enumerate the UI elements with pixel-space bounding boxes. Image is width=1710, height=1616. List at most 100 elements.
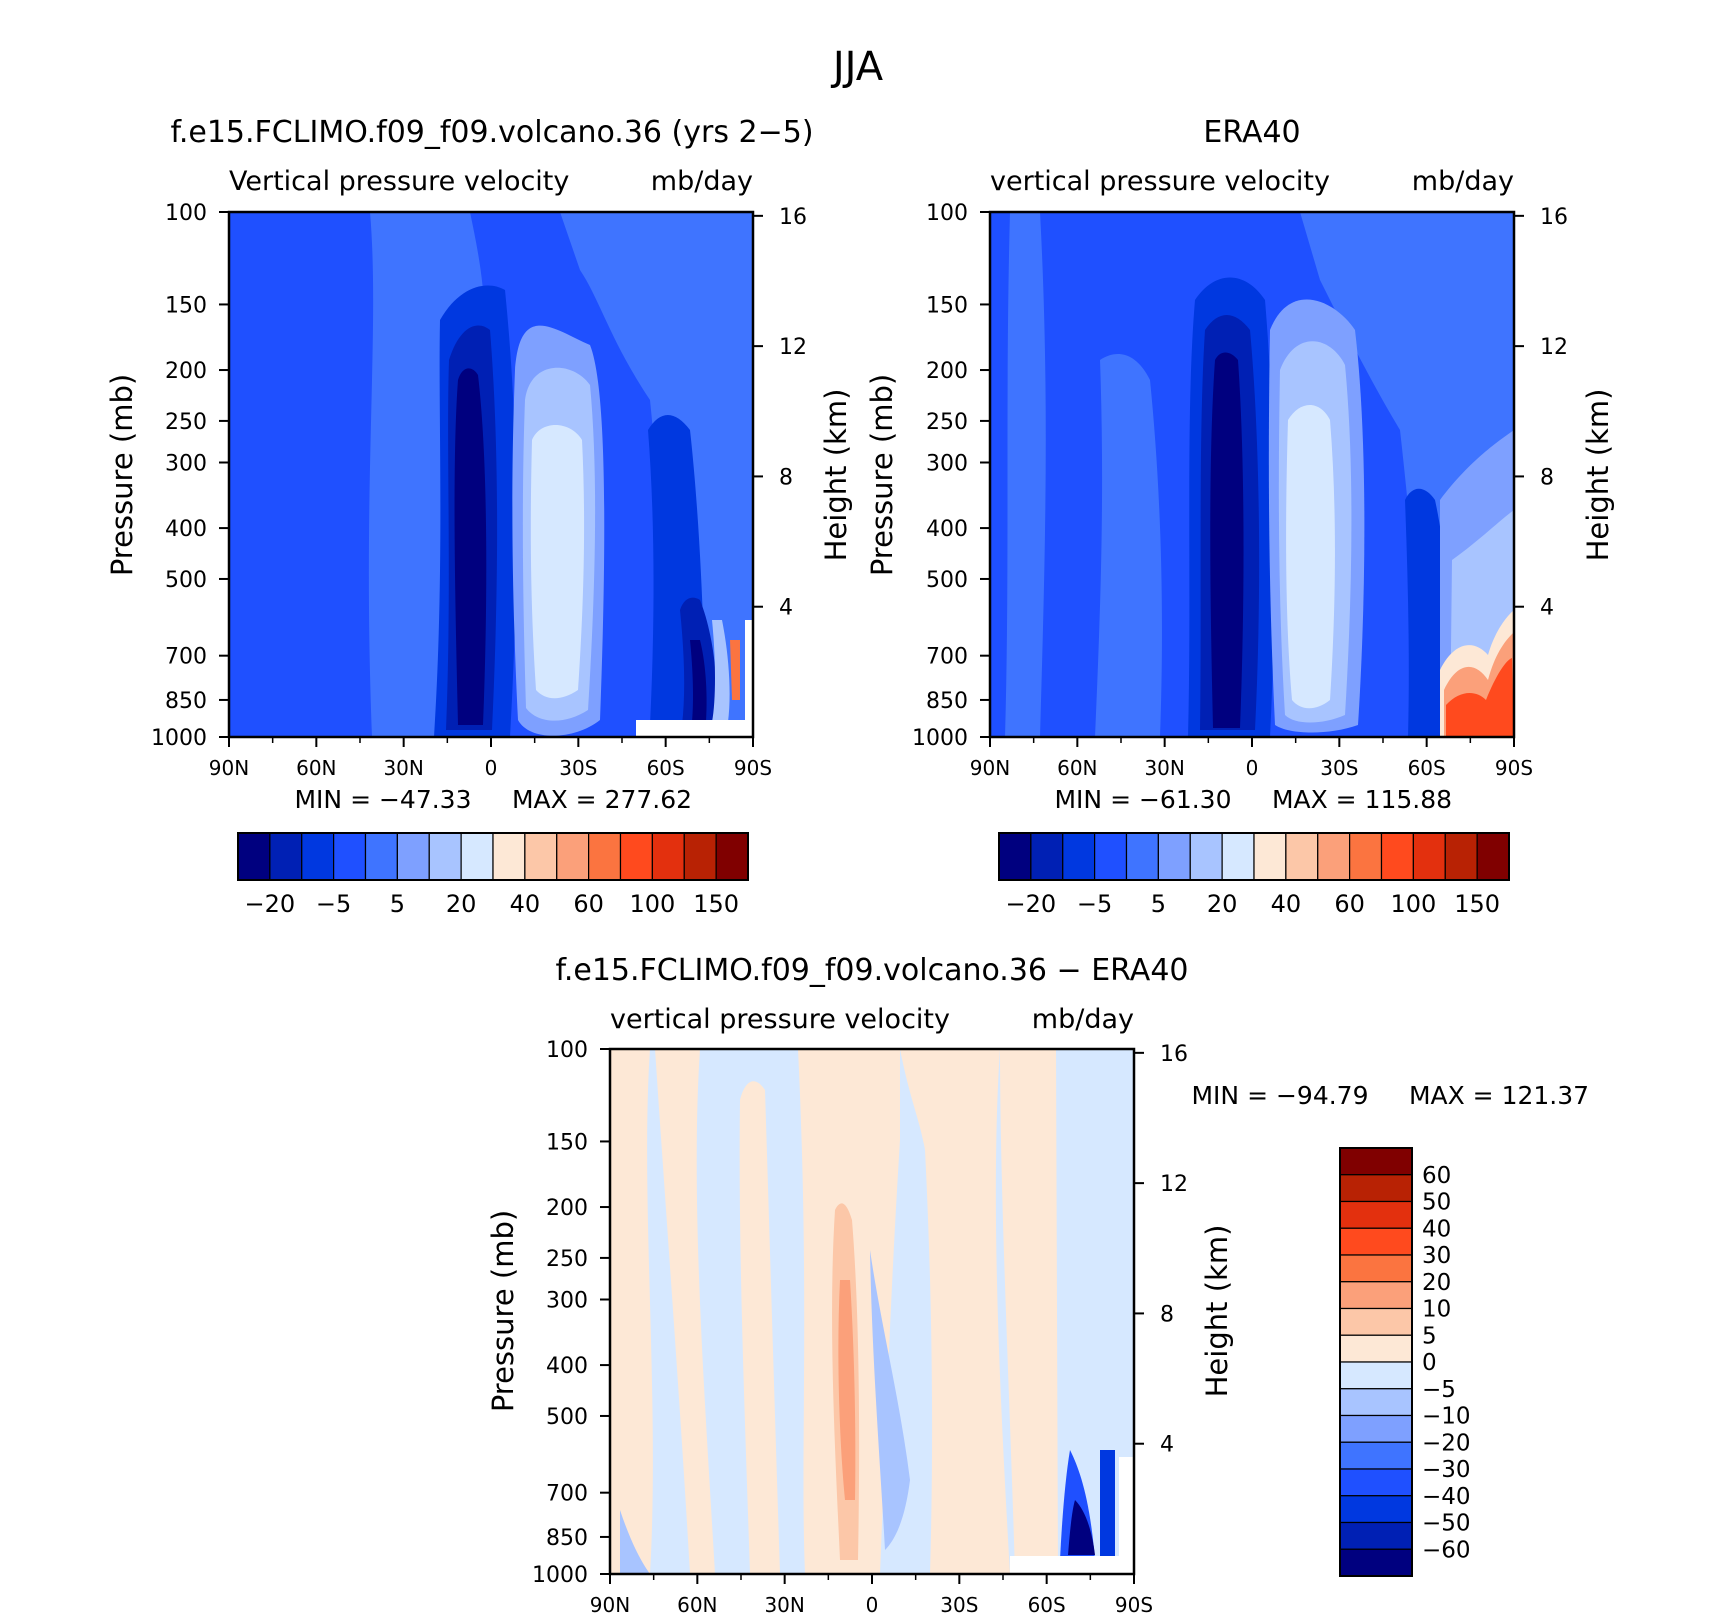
panel-model-subtitle-left: Vertical pressure velocity <box>229 166 569 197</box>
colorbar-swatch <box>1339 1548 1413 1577</box>
panel-difference-subtitle-right: mb/day <box>1032 1004 1134 1035</box>
panel-model-min: MIN = −47.33 <box>294 785 471 814</box>
colorbar-label: −20 <box>1422 1430 1471 1456</box>
x-tick-label: 60S <box>1408 756 1446 780</box>
colorbar-swatch <box>619 832 653 881</box>
x-tick-label: 30N <box>383 756 423 780</box>
panel-difference-y-axis: 100 150 200 250 300 400 500 700 850 1000 <box>532 1038 610 1588</box>
field-band <box>1005 212 1046 737</box>
y-tick-label: 100 <box>165 201 207 226</box>
colorbar-label: 0 <box>1422 1350 1437 1376</box>
y-tick-label: 850 <box>165 689 207 714</box>
colorbar-swatch <box>1476 832 1510 881</box>
colorbar-swatch <box>301 832 335 881</box>
colorbar-label: 5 <box>390 890 405 918</box>
y-tick-label: 500 <box>546 1405 588 1430</box>
x-tick-label: 60S <box>647 756 685 780</box>
y2-tick-label: 12 <box>1160 1172 1188 1197</box>
colorbar-swatch <box>1339 1334 1413 1363</box>
panel-era40-x-axis: 90N 60N 30N 0 30S 60S 90S <box>970 737 1533 780</box>
y-tick-label: 700 <box>546 1482 588 1507</box>
colorbar-swatch <box>1349 832 1383 881</box>
y-tick-label: 250 <box>926 410 968 435</box>
colorbar-swatch <box>1339 1521 1413 1550</box>
colorbar-swatch <box>396 832 430 881</box>
panel-era40-colorbar: −20 −5 5 20 40 60 100 150 <box>998 832 1510 918</box>
y-tick-label: 400 <box>546 1354 588 1379</box>
colorbar-label: 100 <box>629 890 675 918</box>
y2-tick-label: 4 <box>1160 1433 1174 1458</box>
panel-model-colorbar: −20 −5 5 20 40 60 100 150 <box>237 832 749 918</box>
colorbar-swatch <box>1221 832 1255 881</box>
x-tick-label: 60N <box>677 1593 717 1616</box>
panel-model-max: MAX = 277.62 <box>512 785 692 814</box>
field-band <box>1068 1500 1095 1555</box>
colorbar-swatch <box>1125 832 1159 881</box>
x-tick-label: 90S <box>1495 756 1533 780</box>
colorbar-swatch <box>1339 1200 1413 1229</box>
colorbar-swatch <box>651 832 685 881</box>
colorbar-swatch <box>1253 832 1287 881</box>
panel-difference-x-axis: 90N 60N 30N 0 30S 60S 90S <box>590 1574 1153 1616</box>
y2-tick-label: 8 <box>1540 465 1554 490</box>
field-band <box>1000 1049 1058 1574</box>
y-tick-label: 850 <box>546 1526 588 1551</box>
x-tick-label: 30N <box>1144 756 1184 780</box>
field-missing <box>745 620 753 737</box>
y-tick-label: 300 <box>926 451 968 476</box>
panel-model-x-axis: 90N 60N 30N 0 30S 60S 90S <box>209 737 772 780</box>
x-tick-label: 90S <box>734 756 772 780</box>
y-tick-label: 500 <box>165 568 207 593</box>
x-tick-label: 30S <box>1320 756 1358 780</box>
x-tick-label: 60N <box>1057 756 1097 780</box>
x-tick-label: 0 <box>485 756 498 780</box>
colorbar-swatch <box>428 832 462 881</box>
colorbar-frame <box>237 832 749 881</box>
colorbar-swatch <box>492 832 526 881</box>
panel-model-y-axis: 100 150 200 250 300 400 500 700 850 1000 <box>151 201 229 751</box>
colorbar-swatch <box>237 832 271 881</box>
x-tick-label: 0 <box>866 1593 879 1616</box>
colorbar-swatch <box>1339 1361 1413 1390</box>
colorbar-swatch <box>1339 1495 1413 1524</box>
y-tick-label: 150 <box>546 1130 588 1155</box>
y-tick-label: 300 <box>165 451 207 476</box>
panel-model-ylabel: Pressure (mb) <box>105 374 139 576</box>
colorbar-swatch <box>364 832 398 881</box>
y-tick-label: 1000 <box>151 726 207 751</box>
colorbar-swatch <box>269 832 303 881</box>
panel-difference-subtitle-left: vertical pressure velocity <box>610 1004 950 1035</box>
colorbar-label: 20 <box>1207 890 1238 918</box>
y-tick-label: 150 <box>165 293 207 318</box>
y-tick-label: 250 <box>165 410 207 435</box>
colorbar-label: 150 <box>1454 890 1500 918</box>
colorbar-swatch <box>556 832 590 881</box>
colorbar-label: −40 <box>1422 1484 1471 1510</box>
colorbar-label: −5 <box>316 890 351 918</box>
panel-era40-max: MAX = 115.88 <box>1272 785 1452 814</box>
field-band <box>655 1049 715 1574</box>
field-band <box>739 1081 780 1574</box>
y2-tick-label: 16 <box>1540 205 1568 230</box>
x-tick-label: 60N <box>296 756 336 780</box>
colorbar-swatch <box>1339 1468 1413 1497</box>
x-tick-label: 90N <box>590 1593 630 1616</box>
field-band <box>730 640 740 700</box>
field-band <box>838 1280 856 1500</box>
colorbar-swatch <box>1062 832 1096 881</box>
y-tick-label: 400 <box>165 517 207 542</box>
x-tick-label: 60S <box>1028 1593 1066 1616</box>
y2-tick-label: 12 <box>779 335 807 360</box>
y2-tick-label: 16 <box>1160 1042 1188 1067</box>
field-band <box>900 1049 1010 1574</box>
colorbar-swatch <box>1380 832 1414 881</box>
y-tick-label: 300 <box>546 1288 588 1313</box>
panel-model-ylabel-right: Height (km) <box>819 389 853 562</box>
panel-era40-field <box>990 212 1514 737</box>
y-tick-label: 250 <box>546 1247 588 1272</box>
panel-era40-ylabel-right: Height (km) <box>1581 389 1615 562</box>
panel-difference-max: MAX = 121.37 <box>1409 1081 1589 1110</box>
y2-tick-label: 8 <box>779 465 793 490</box>
y2-tick-label: 4 <box>779 596 793 621</box>
panel-model: f.e15.FCLIMO.f09_f09.volcano.36 (yrs 2−5… <box>105 115 853 918</box>
